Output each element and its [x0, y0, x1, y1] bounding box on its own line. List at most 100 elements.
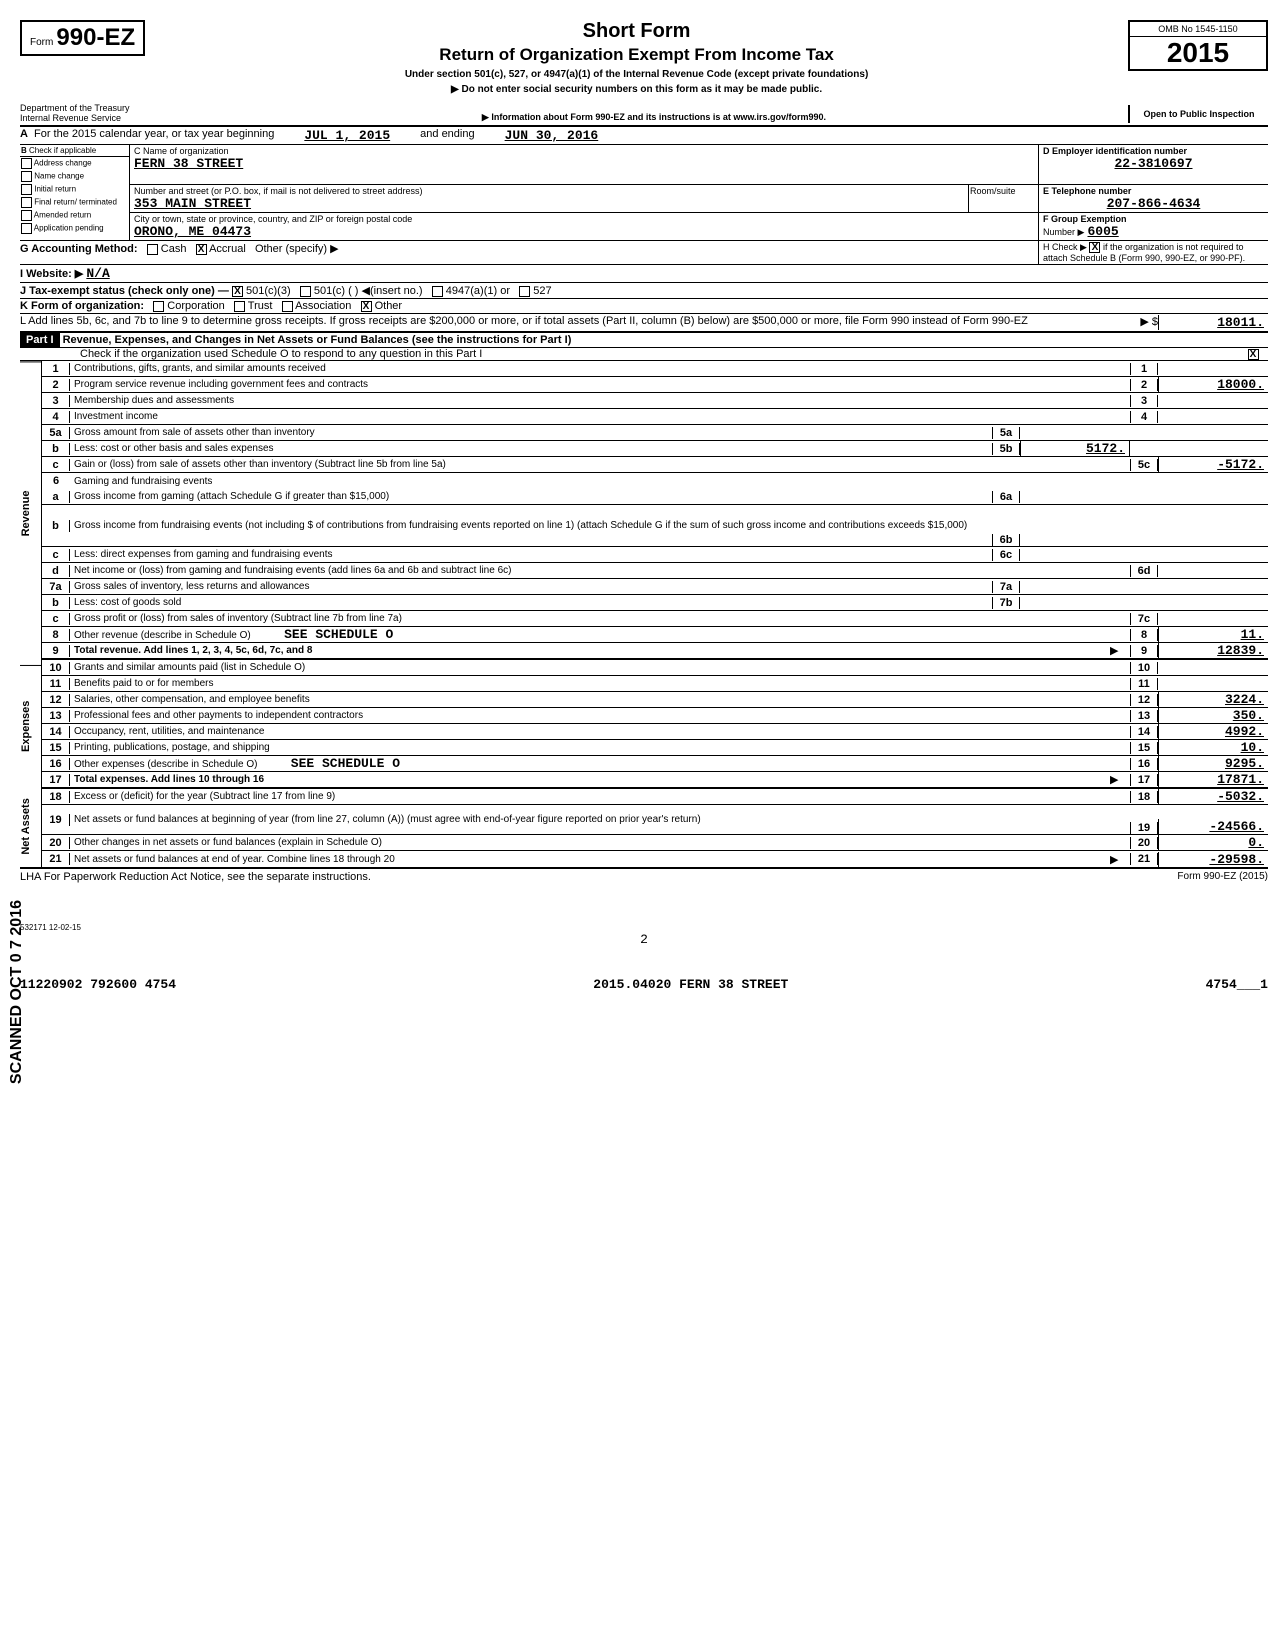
cash-checkbox[interactable] [147, 244, 158, 255]
footer-right: 4754___1 [1206, 977, 1268, 992]
short-form-title: Short Form [155, 20, 1118, 43]
cat-revenue: Revenue [20, 361, 41, 664]
line-6d: dNet income or (loss) from gaming and fu… [42, 563, 1268, 579]
l-value: 18011. [1158, 315, 1268, 330]
line-21-arrow: ▶ [1110, 853, 1130, 866]
small-code: 532171 12-02-15 [20, 923, 1268, 932]
501c3-checkbox[interactable]: X [232, 286, 243, 297]
line-21-amt: -29598. [1158, 852, 1268, 867]
line-17-arrow: ▶ [1110, 773, 1130, 786]
footer-left: 11220902 792600 4754 [20, 977, 176, 992]
part-i-header: Part I Revenue, Expenses, and Changes in… [20, 333, 1268, 348]
room-suite: Room/suite [968, 185, 1038, 212]
other-org-checkbox[interactable]: X [361, 301, 372, 312]
527-checkbox[interactable] [519, 286, 530, 297]
line-5c: cGain or (loss) from sale of assets othe… [42, 457, 1268, 473]
acct-other-label: Other (specify) ▶ [255, 243, 339, 255]
line-3-desc: Membership dues and assessments [70, 395, 1130, 406]
line-18-desc: Excess or (deficit) for the year (Subtra… [70, 791, 1130, 802]
addr-label: Number and street (or P.O. box, if mail … [134, 186, 964, 196]
4947-label: 4947(a)(1) or [446, 285, 510, 297]
website-value: N/A [86, 266, 109, 281]
under-section: Under section 501(c), 527, or 4947(a)(1)… [155, 69, 1118, 80]
omb-year-box: OMB No 1545-1150 2015 [1128, 20, 1268, 71]
form-990ez-page: Form 990-EZ Short Form Return of Organiz… [20, 20, 1268, 992]
app-pending-checkbox[interactable] [21, 223, 32, 234]
line-9-arrow: ▶ [1110, 644, 1130, 657]
trust-checkbox[interactable] [234, 301, 245, 312]
line-16-note: SEE SCHEDULE O [291, 756, 400, 771]
entity-block: B Check if applicable Address change Nam… [20, 145, 1268, 241]
line-12-amt: 3224. [1158, 692, 1268, 707]
b-check-label: Check if applicable [29, 146, 96, 155]
form-number: 990-EZ [56, 24, 135, 51]
groupex-value: 6005 [1088, 224, 1119, 239]
addr-value: 353 MAIN STREET [134, 196, 964, 211]
name-change-checkbox[interactable] [21, 171, 32, 182]
line-6a-desc: Gross income from gaming (attach Schedul… [70, 491, 992, 502]
scanned-stamp: SCANNED OCT 0 7 2016 [8, 900, 26, 1084]
line-k: K Form of organization: Corporation Trus… [20, 299, 1268, 314]
527-label: 527 [533, 285, 551, 297]
part-i-check-row: Check if the organization used Schedule … [20, 348, 1268, 361]
line-18-amt: -5032. [1158, 789, 1268, 804]
name-change-label: Name change [34, 172, 84, 181]
line-g-h: G Accounting Method: Cash X Accrual Othe… [20, 241, 1268, 265]
part-i-check-text: Check if the organization used Schedule … [20, 348, 1238, 360]
line-4: 4Investment income4 [42, 409, 1268, 425]
line-6: 6Gaming and fundraising events [42, 473, 1268, 489]
assoc-label: Association [295, 300, 351, 312]
line-7c-desc: Gross profit or (loss) from sales of inv… [70, 613, 1130, 624]
cat-expenses: Expenses [20, 665, 41, 787]
line-a-period: A For the 2015 calendar year, or tax yea… [20, 127, 1268, 145]
line-20: 20Other changes in net assets or fund ba… [42, 835, 1268, 851]
form-footer: Form 990-EZ (2015) [1177, 871, 1268, 883]
501c3-label: 501(c)(3) [246, 285, 291, 297]
other-org-label: Other [375, 300, 403, 312]
line-14: 14Occupancy, rent, utilities, and mainte… [42, 724, 1268, 740]
501c-checkbox[interactable] [300, 286, 311, 297]
schedule-o-checkbox[interactable]: X [1248, 349, 1259, 360]
line-5c-desc: Gain or (loss) from sale of assets other… [70, 459, 1130, 470]
line-14-desc: Occupancy, rent, utilities, and maintena… [70, 726, 1130, 737]
initial-return-checkbox[interactable] [21, 184, 32, 195]
4947-checkbox[interactable] [432, 286, 443, 297]
line-19-desc: Net assets or fund balances at beginning… [70, 814, 1130, 825]
l-text: L Add lines 5b, 6c, and 7b to line 9 to … [20, 315, 1118, 330]
cat-net-assets: Net Assets [20, 786, 41, 867]
dept-label: Department of the Treasury [20, 103, 180, 113]
line-15-desc: Printing, publications, postage, and shi… [70, 742, 1130, 753]
line-15: 15Printing, publications, postage, and s… [42, 740, 1268, 756]
line-6d-desc: Net income or (loss) from gaming and fun… [70, 565, 1130, 576]
corp-checkbox[interactable] [153, 301, 164, 312]
trust-label: Trust [248, 300, 273, 312]
amended-return-checkbox[interactable] [21, 210, 32, 221]
accrual-checkbox[interactable]: X [196, 244, 207, 255]
line-6c: cLess: direct expenses from gaming and f… [42, 547, 1268, 563]
line-11-desc: Benefits paid to or for members [70, 678, 1130, 689]
initial-return-label: Initial return [34, 185, 76, 194]
line-2-desc: Program service revenue including govern… [70, 379, 1130, 390]
line-19-amt: -24566. [1158, 819, 1268, 834]
line-5b-desc: Less: cost or other basis and sales expe… [70, 443, 992, 454]
line-12-desc: Salaries, other compensation, and employ… [70, 694, 1130, 705]
line-8: 8Other revenue (describe in Schedule O) … [42, 627, 1268, 643]
category-column: Revenue Expenses Net Assets [20, 361, 42, 867]
box-c: C Name of organization FERN 38 STREET Nu… [130, 145, 1038, 240]
line-7c: cGross profit or (loss) from sales of in… [42, 611, 1268, 627]
final-return-checkbox[interactable] [21, 197, 32, 208]
line-4-desc: Investment income [70, 411, 1130, 422]
assoc-checkbox[interactable] [282, 301, 293, 312]
info-link: Information about Form 990-EZ and its in… [180, 112, 1128, 123]
groupex-label: F Group Exemption [1043, 214, 1264, 224]
h-checkbox[interactable]: X [1089, 242, 1100, 253]
line-2-amt: 18000. [1158, 377, 1268, 392]
subtitle: Return of Organization Exempt From Incom… [155, 45, 1118, 65]
addr-change-label: Address change [34, 159, 92, 168]
k-label: K Form of organization: [20, 300, 144, 312]
lha-row: LHA For Paperwork Reduction Act Notice, … [20, 869, 1268, 883]
part-i-label: Part I [20, 333, 60, 347]
addr-change-checkbox[interactable] [21, 158, 32, 169]
line-5a-desc: Gross amount from sale of assets other t… [70, 427, 992, 438]
a-label: A [20, 128, 34, 143]
